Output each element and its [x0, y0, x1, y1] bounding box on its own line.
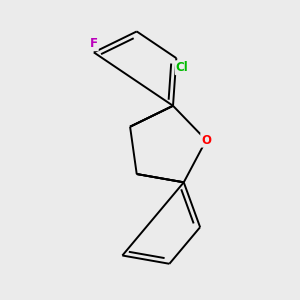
Text: Cl: Cl: [176, 61, 188, 74]
Text: F: F: [90, 37, 98, 50]
Text: O: O: [201, 134, 211, 147]
